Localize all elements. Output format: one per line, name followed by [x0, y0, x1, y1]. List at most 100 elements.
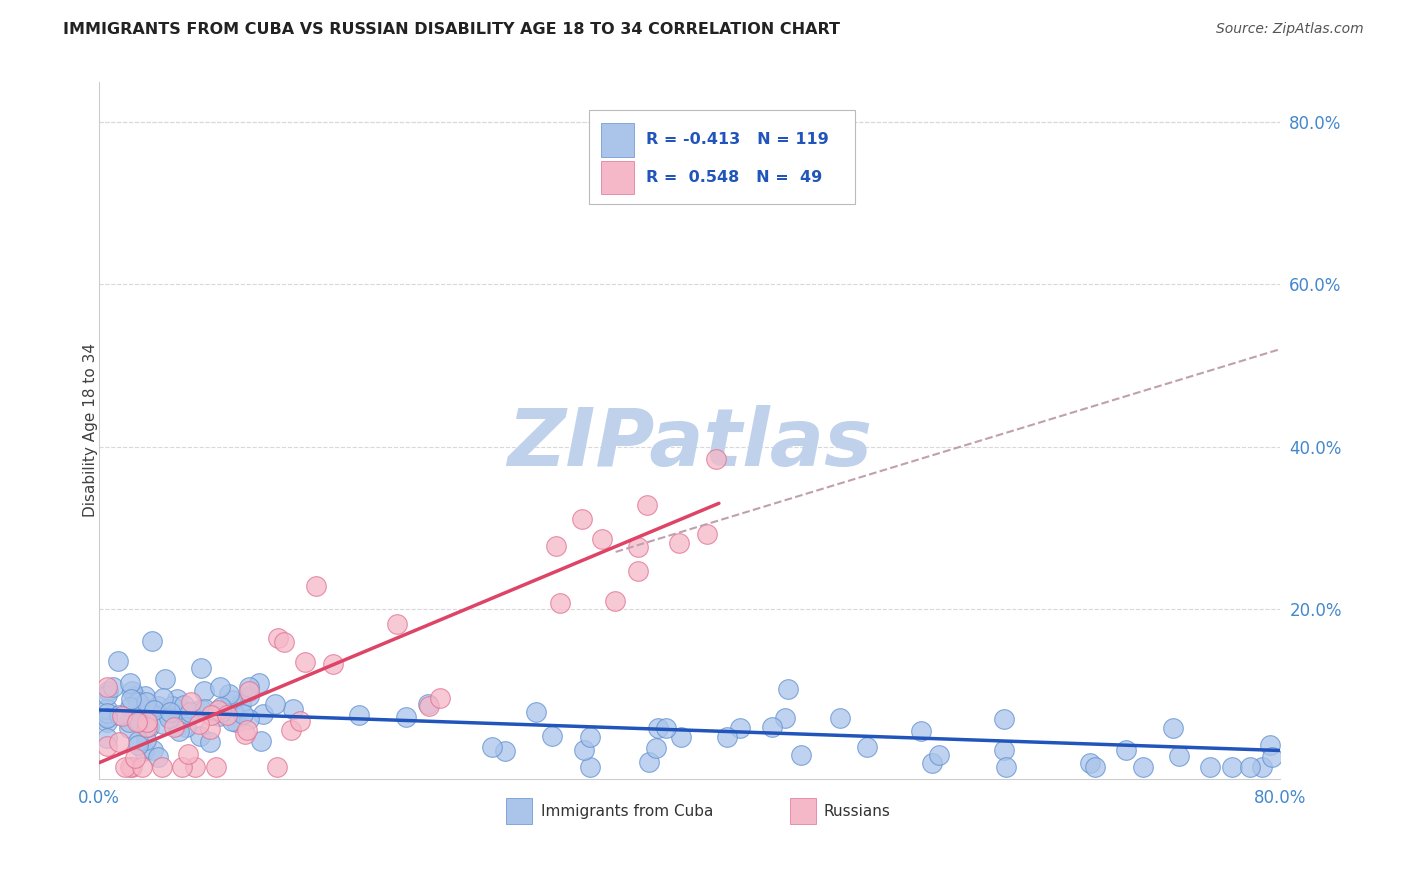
Immigrants from Cuba — [778, 681, 800, 696]
Immigrants from Cuba — [993, 743, 1015, 757]
Russians — [215, 708, 238, 723]
Russians — [238, 684, 260, 698]
Immigrants from Cuba — [152, 716, 174, 731]
FancyBboxPatch shape — [600, 161, 634, 194]
Immigrants from Cuba — [910, 723, 932, 738]
Immigrants from Cuba — [1161, 721, 1184, 735]
Immigrants from Cuba — [194, 702, 217, 716]
Russians — [198, 722, 221, 736]
Immigrants from Cuba — [716, 730, 738, 744]
Immigrants from Cuba — [494, 743, 516, 757]
Russians — [125, 715, 148, 730]
Immigrants from Cuba — [1168, 748, 1191, 763]
Immigrants from Cuba — [121, 684, 143, 698]
Russians — [108, 735, 131, 749]
Immigrants from Cuba — [160, 710, 183, 724]
Immigrants from Cuba — [579, 731, 602, 745]
Immigrants from Cuba — [830, 710, 852, 724]
Immigrants from Cuba — [170, 707, 193, 722]
Russians — [418, 698, 440, 713]
Immigrants from Cuba — [221, 714, 243, 728]
Russians — [170, 760, 193, 774]
Immigrants from Cuba — [1083, 760, 1105, 774]
Russians — [233, 726, 256, 740]
Immigrants from Cuba — [1220, 760, 1243, 774]
Immigrants from Cuba — [644, 741, 666, 756]
Immigrants from Cuba — [993, 712, 1015, 726]
Immigrants from Cuba — [179, 705, 201, 719]
Immigrants from Cuba — [127, 695, 149, 709]
Immigrants from Cuba — [231, 698, 253, 712]
Immigrants from Cuba — [96, 714, 118, 729]
Russians — [605, 180, 627, 194]
Russians — [696, 527, 718, 541]
Immigrants from Cuba — [148, 699, 170, 714]
Russians — [114, 760, 136, 774]
Immigrants from Cuba — [1198, 760, 1220, 774]
Russians — [267, 631, 290, 645]
Immigrants from Cuba — [855, 740, 877, 755]
Immigrants from Cuba — [160, 698, 183, 713]
Immigrants from Cuba — [1250, 760, 1272, 774]
Immigrants from Cuba — [166, 718, 188, 732]
Immigrants from Cuba — [118, 714, 141, 729]
Immigrants from Cuba — [146, 750, 169, 764]
Immigrants from Cuba — [135, 720, 157, 734]
Immigrants from Cuba — [142, 742, 165, 756]
Immigrants from Cuba — [127, 739, 149, 753]
Immigrants from Cuba — [1239, 760, 1261, 774]
Immigrants from Cuba — [153, 672, 176, 686]
Russians — [636, 498, 658, 512]
Immigrants from Cuba — [193, 684, 215, 698]
Immigrants from Cuba — [96, 701, 118, 715]
Immigrants from Cuba — [127, 734, 149, 748]
Immigrants from Cuba — [134, 689, 156, 703]
Immigrants from Cuba — [761, 720, 783, 734]
Immigrants from Cuba — [96, 731, 118, 745]
Immigrants from Cuba — [190, 661, 212, 675]
Immigrants from Cuba — [159, 711, 181, 725]
Russians — [273, 634, 295, 648]
Immigrants from Cuba — [671, 730, 693, 744]
Russians — [163, 720, 186, 734]
Text: R =  0.548   N =  49: R = 0.548 N = 49 — [645, 170, 823, 185]
Immigrants from Cuba — [135, 715, 157, 730]
Russians — [136, 720, 159, 734]
Immigrants from Cuba — [481, 740, 503, 755]
Russians — [184, 760, 207, 774]
Russians — [548, 596, 571, 610]
Immigrants from Cuba — [524, 706, 547, 720]
Russians — [236, 723, 259, 738]
Immigrants from Cuba — [96, 710, 118, 724]
Immigrants from Cuba — [97, 683, 120, 698]
Russians — [603, 594, 626, 608]
Bar — [790, 797, 815, 824]
Russians — [118, 760, 141, 774]
Russians — [180, 695, 202, 709]
Immigrants from Cuba — [647, 721, 669, 735]
Immigrants from Cuba — [138, 720, 160, 734]
Text: R = -0.413   N = 119: R = -0.413 N = 119 — [645, 132, 828, 147]
Russians — [96, 739, 118, 753]
Text: Russians: Russians — [824, 804, 891, 819]
Russians — [280, 723, 302, 737]
Russians — [111, 708, 134, 723]
Russians — [205, 760, 228, 774]
Immigrants from Cuba — [188, 729, 211, 743]
Immigrants from Cuba — [221, 704, 243, 718]
Immigrants from Cuba — [208, 709, 231, 723]
Immigrants from Cuba — [96, 706, 118, 720]
Immigrants from Cuba — [208, 680, 231, 694]
Immigrants from Cuba — [174, 720, 197, 734]
Immigrants from Cuba — [159, 705, 181, 719]
Immigrants from Cuba — [218, 687, 240, 701]
Russians — [627, 541, 650, 555]
Immigrants from Cuba — [541, 729, 564, 743]
Immigrants from Cuba — [921, 756, 943, 771]
Immigrants from Cuba — [128, 715, 150, 730]
Russians — [571, 512, 593, 526]
Russians — [385, 617, 408, 632]
Immigrants from Cuba — [135, 702, 157, 716]
Immigrants from Cuba — [190, 702, 212, 716]
Immigrants from Cuba — [96, 710, 118, 724]
